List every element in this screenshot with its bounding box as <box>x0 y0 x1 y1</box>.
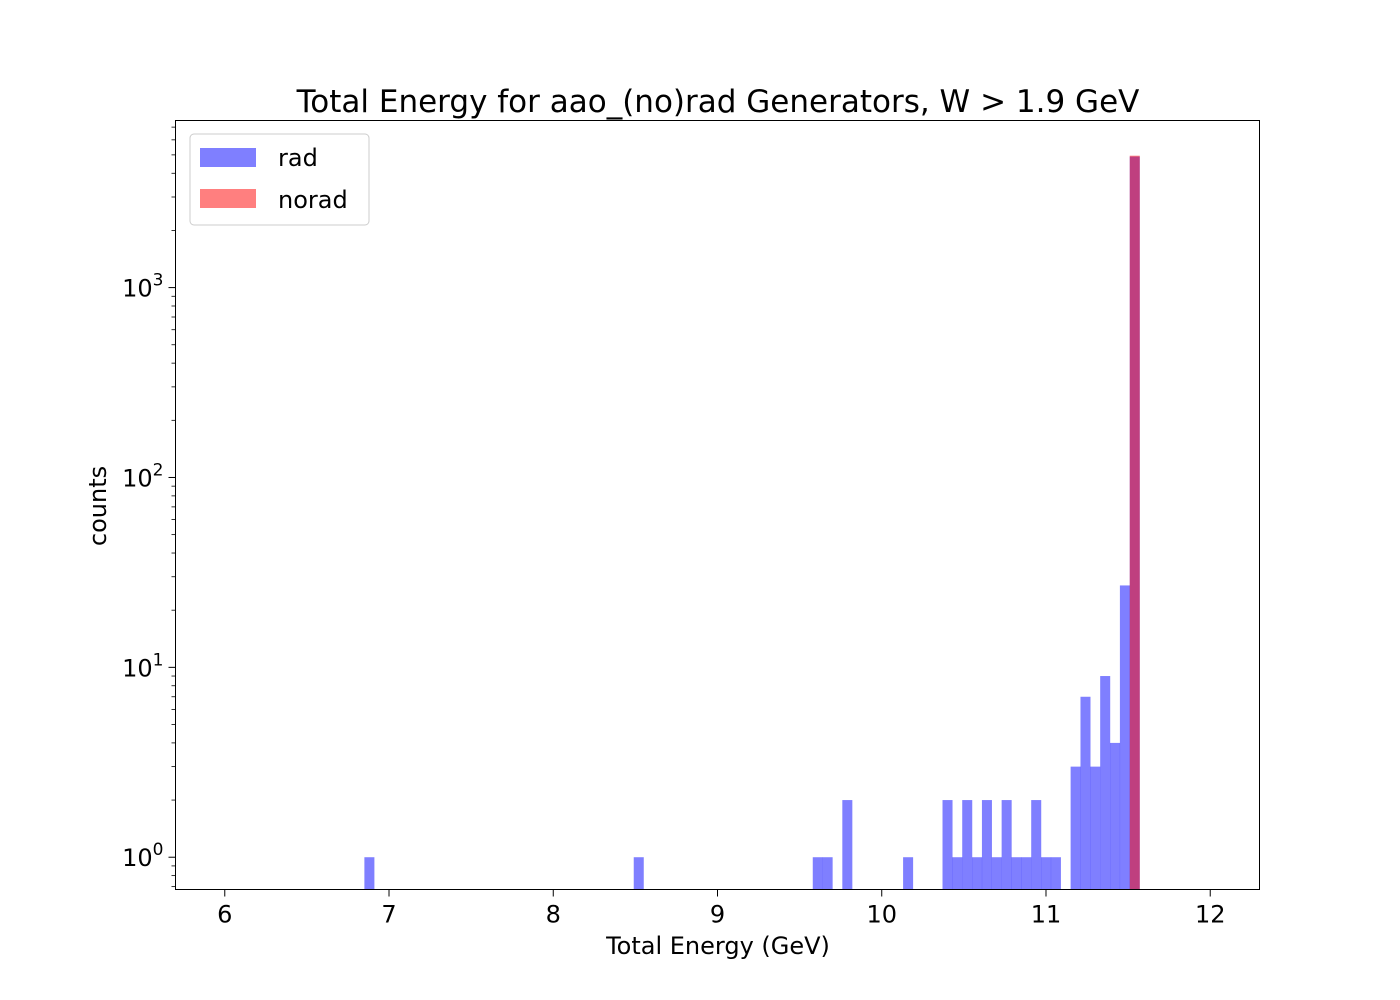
bar-rad-11 <box>991 857 1002 890</box>
legend-swatch-norad <box>200 189 256 208</box>
y-tick-label: 103 <box>122 271 163 303</box>
bar-rad-10 <box>981 800 992 890</box>
legend-label-norad: norad <box>278 186 348 214</box>
x-tick-label: 10 <box>866 901 897 929</box>
bar-rad-6 <box>942 800 953 890</box>
y-tick-label: 102 <box>122 460 163 492</box>
bar-rad-12 <box>1001 800 1012 890</box>
y-tick-label: 100 <box>122 840 163 872</box>
chart-title: Total Energy for aao_(no)rad Generators,… <box>296 84 1140 120</box>
bar-rad-8 <box>962 800 973 890</box>
bar-rad-13 <box>1011 857 1022 890</box>
x-tick-label: 11 <box>1031 901 1062 929</box>
x-tick-label: 7 <box>381 901 396 929</box>
bar-rad-19 <box>1080 696 1091 890</box>
bar-rad-1 <box>633 857 644 890</box>
x-tick-label: 8 <box>546 901 561 929</box>
bar-rad-14 <box>1021 857 1032 890</box>
bar-rad-16 <box>1041 857 1052 890</box>
bar-rad-22 <box>1110 742 1121 890</box>
y-axis: 100 101 102 103 <box>122 126 176 888</box>
bar-rad-5 <box>903 857 914 890</box>
bars-layer <box>364 155 1140 890</box>
bar-rad-0 <box>364 857 375 890</box>
bar-rad-2 <box>812 857 823 890</box>
bar-norad-0 <box>1129 155 1140 890</box>
x-tick-label: 9 <box>710 901 725 929</box>
bar-rad-17 <box>1050 857 1061 890</box>
bar-rad-4 <box>842 800 853 890</box>
bar-rad-3 <box>822 857 833 890</box>
bar-rad-15 <box>1031 800 1042 890</box>
x-axis: 6 7 8 9 10 11 12 <box>217 889 1226 929</box>
legend: rad norad <box>189 133 370 226</box>
bar-rad-9 <box>972 857 983 890</box>
y-tick-label: 101 <box>122 650 163 682</box>
legend-swatch-rad <box>200 148 256 167</box>
legend-label-rad: rad <box>278 144 318 172</box>
bar-rad-7 <box>952 857 963 890</box>
bar-rad-20 <box>1090 766 1101 890</box>
x-axis-label: Total Energy (GeV) <box>605 932 830 960</box>
bar-rad-21 <box>1100 676 1111 890</box>
bar-rad-23 <box>1119 585 1130 890</box>
y-axis-label: counts <box>84 466 112 546</box>
x-tick-label: 12 <box>1195 901 1226 929</box>
x-tick-label: 6 <box>217 901 232 929</box>
bar-rad-18 <box>1070 766 1081 890</box>
